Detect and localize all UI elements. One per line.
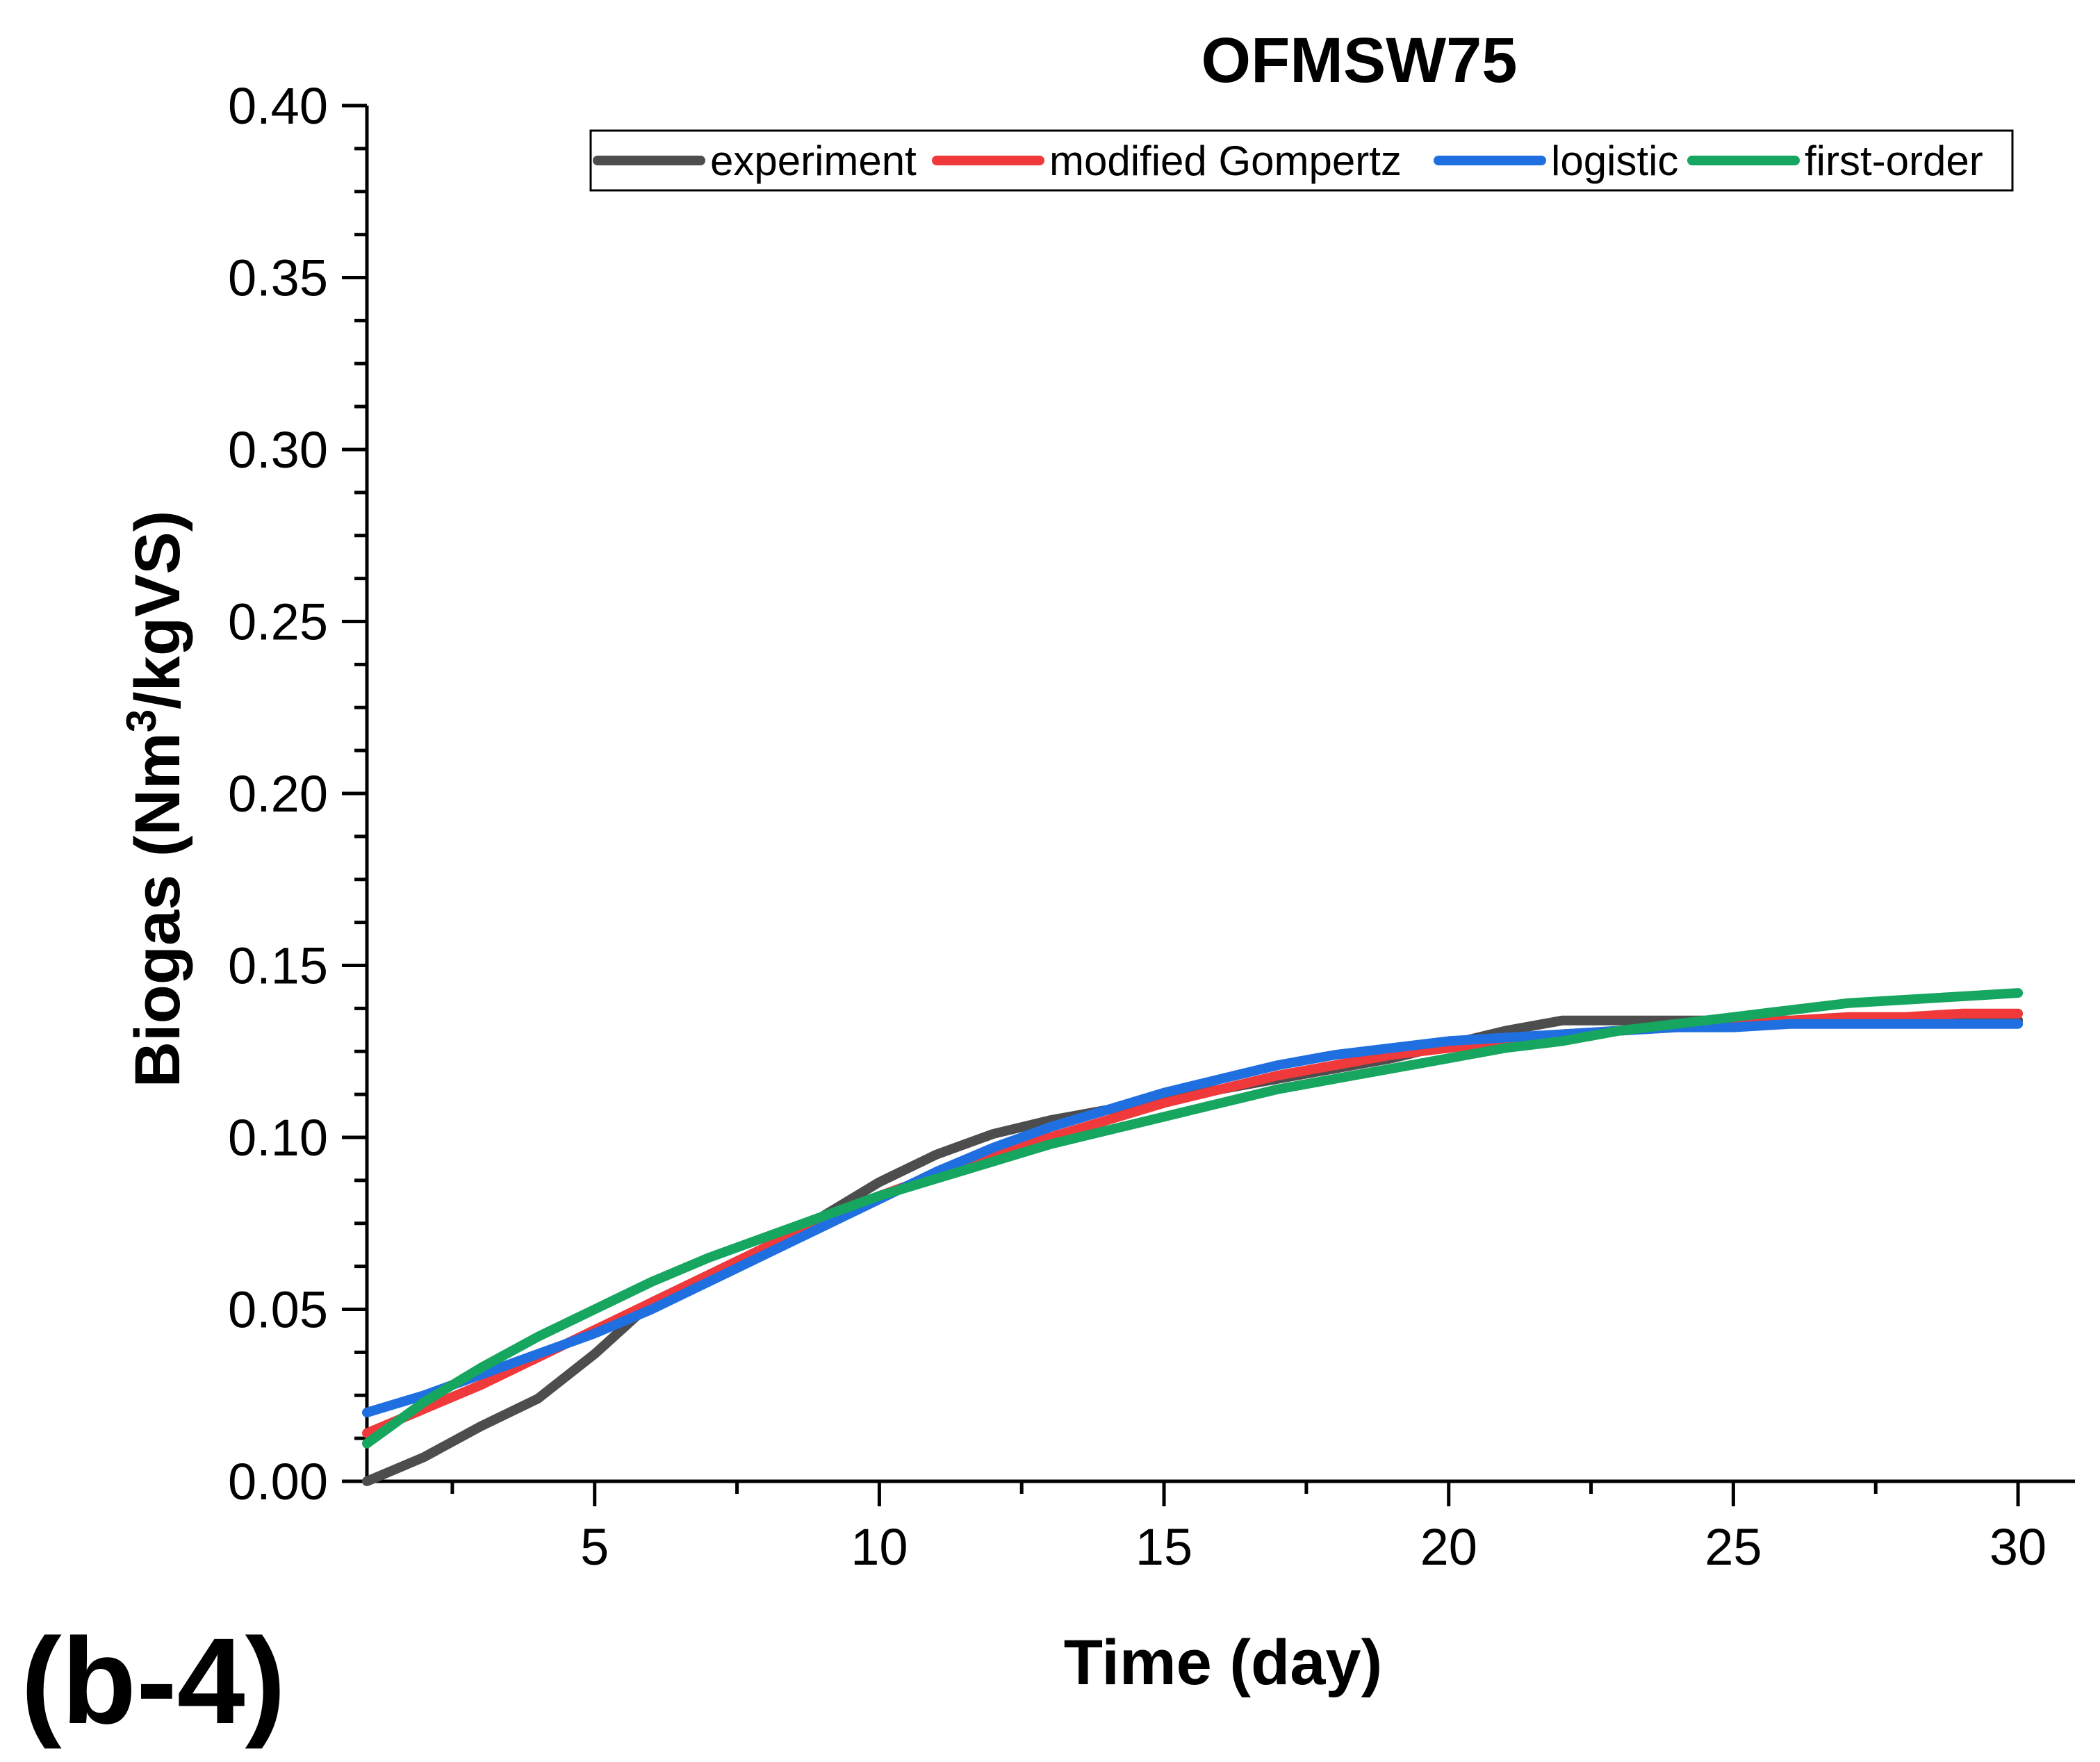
chart-title: OFMSW75: [1201, 25, 1518, 96]
y-tick-label: 0.20: [228, 765, 328, 823]
legend: experiment modified Gompertz logistic first…: [589, 129, 2014, 192]
x-tick-label: 15: [1135, 1518, 1192, 1576]
y-axis-title-superscript: 3: [118, 709, 165, 732]
legend-label-experiment: experiment: [710, 138, 917, 184]
y-axis-title: Biogas (Nm3/kgVS): [118, 511, 193, 1088]
x-tick-label: 25: [1705, 1518, 1762, 1576]
y-tick-label: 0.30: [228, 421, 328, 479]
x-tick-label: 10: [851, 1518, 908, 1576]
series-line-modified-gompertz: [362, 1008, 2024, 1438]
y-axis-title-main: Biogas (Nm: [122, 732, 193, 1087]
x-tick-label: 30: [1990, 1518, 2046, 1576]
legend-label-logistic: logistic: [1551, 138, 1678, 184]
y-axis: 0.00 0.05 0.10 0.15 0.20 0.25 0.30 0.35 0.40: [228, 77, 369, 1510]
x-axis: 5 10 15 20 25 30: [367, 1479, 2075, 1576]
y-tick-label: 0.35: [228, 249, 328, 307]
legend-label-modified-gompertz: modified Gompertz: [1049, 138, 1402, 184]
series-line-first-order: [362, 988, 2024, 1449]
y-tick-label: 0.15: [228, 937, 328, 995]
y-tick-label: 0.00: [228, 1453, 328, 1510]
y-tick-label: 0.05: [228, 1281, 328, 1339]
series-line-logistic: [362, 1019, 2024, 1417]
y-tick-label: 0.10: [228, 1109, 328, 1167]
plot-series: [362, 988, 2024, 1486]
y-tick-label: 0.40: [228, 77, 328, 135]
y-axis-title-tail: /kgVS): [122, 511, 193, 709]
x-tick-label: 20: [1420, 1518, 1477, 1576]
x-axis-title: Time (day): [1064, 1627, 1382, 1698]
x-tick-label: 5: [580, 1518, 609, 1576]
y-tick-label: 0.25: [228, 593, 328, 651]
panel-label: (b-4): [21, 1613, 286, 1749]
legend-label-first-order: first-order: [1805, 138, 1983, 184]
